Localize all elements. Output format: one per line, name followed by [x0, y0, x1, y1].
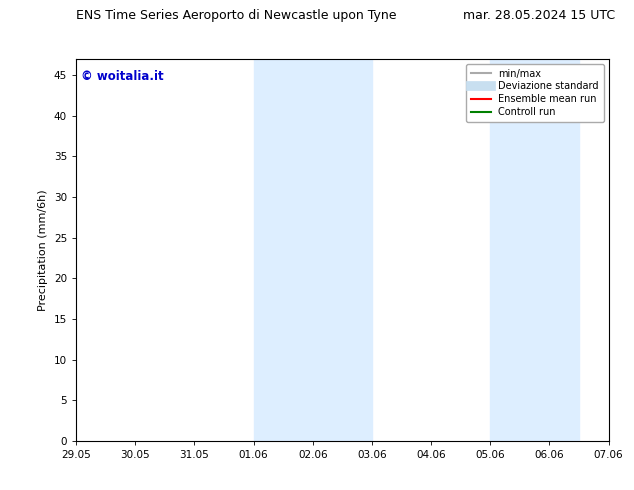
Bar	[490, 59, 579, 441]
Bar	[254, 59, 372, 441]
Text: ENS Time Series Aeroporto di Newcastle upon Tyne: ENS Time Series Aeroporto di Newcastle u…	[76, 9, 397, 22]
Legend: min/max, Deviazione standard, Ensemble mean run, Controll run: min/max, Deviazione standard, Ensemble m…	[467, 64, 604, 122]
Text: mar. 28.05.2024 15 UTC: mar. 28.05.2024 15 UTC	[463, 9, 615, 22]
Y-axis label: Precipitation (mm/6h): Precipitation (mm/6h)	[38, 189, 48, 311]
Text: © woitalia.it: © woitalia.it	[81, 70, 164, 83]
